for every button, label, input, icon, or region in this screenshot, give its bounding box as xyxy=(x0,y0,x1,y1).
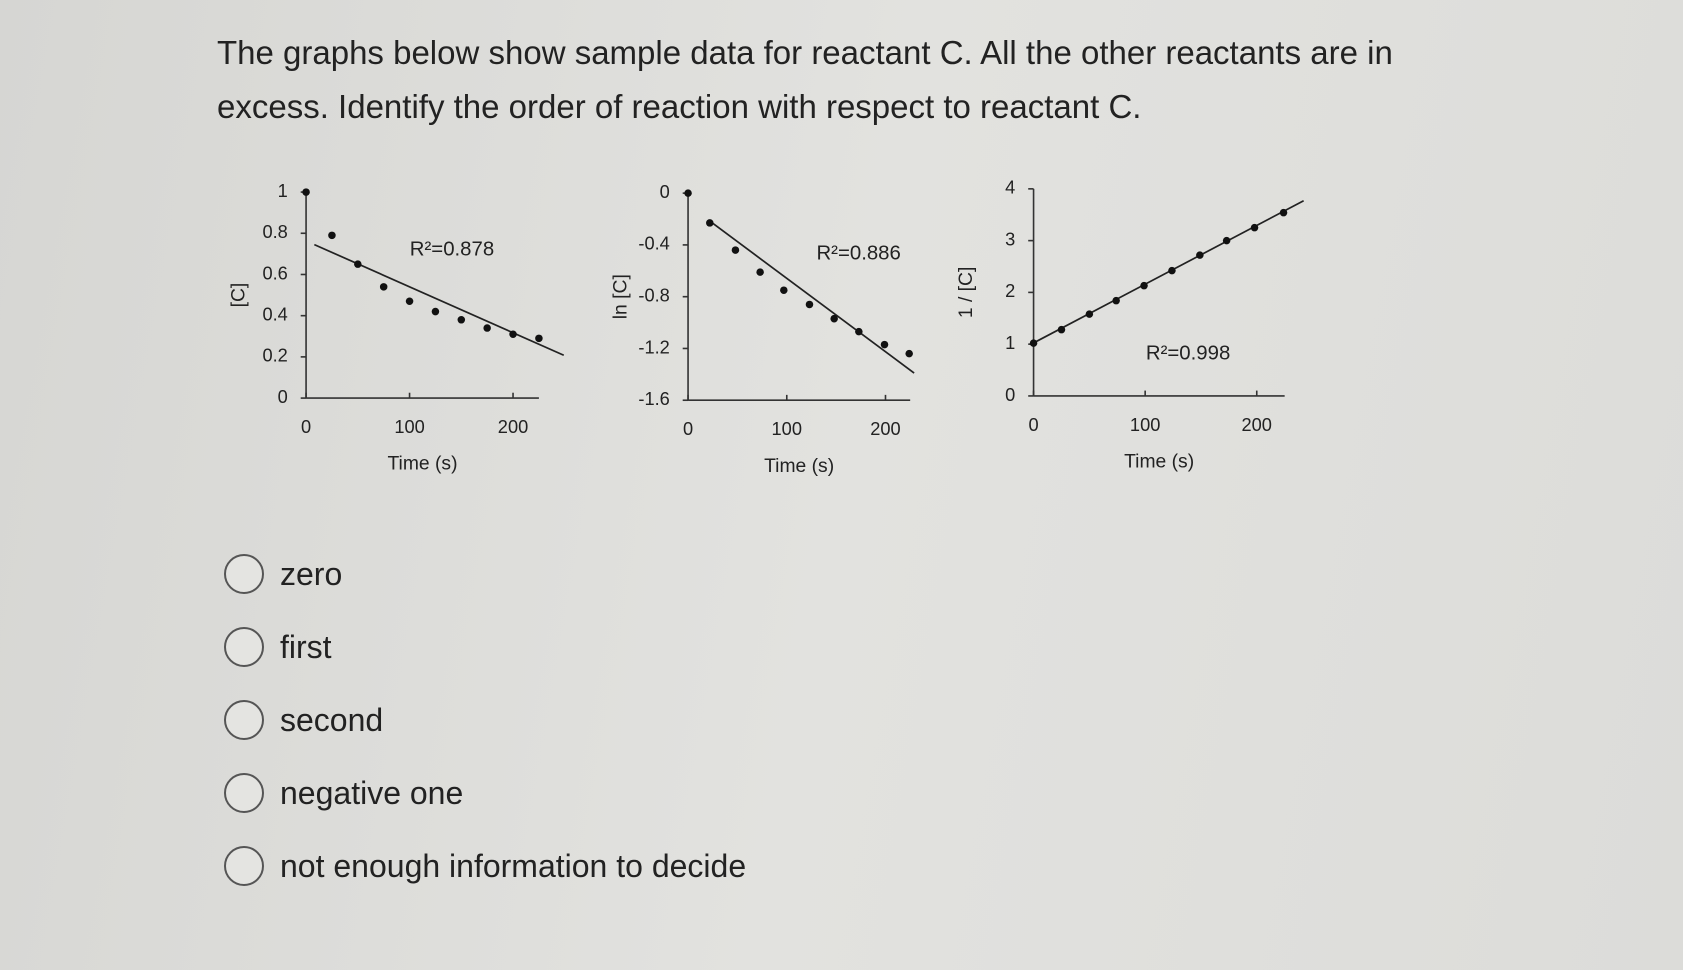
option-label: zero xyxy=(280,555,343,592)
data-point xyxy=(431,307,440,316)
y-tick-label: 4 xyxy=(1005,177,1015,198)
r-squared: R²=0.998 xyxy=(1146,342,1230,364)
data-point xyxy=(684,189,692,197)
data-point xyxy=(483,324,491,332)
x-tick-label: 100 xyxy=(772,418,802,439)
radio-button[interactable] xyxy=(224,554,264,594)
x-axis-label: Time (s) xyxy=(387,454,457,475)
option-label: not enough information to decide xyxy=(280,847,747,884)
option[interactable]: first xyxy=(224,624,332,670)
y-tick-label: 0.4 xyxy=(262,303,287,324)
data-point xyxy=(354,260,362,268)
x-tick-label: 100 xyxy=(394,416,424,437)
x-tick-label: 0 xyxy=(683,418,693,439)
data-point xyxy=(706,219,714,227)
option[interactable]: negative one xyxy=(224,770,463,816)
x-tick-label: 200 xyxy=(870,418,900,439)
option[interactable]: not enough information to decide xyxy=(224,843,746,889)
y-tick-label: 0.8 xyxy=(262,221,287,242)
data-point xyxy=(731,246,740,254)
data-point xyxy=(457,316,466,324)
y-axis-label: [C] xyxy=(229,283,250,308)
x-axis-label: Time (s) xyxy=(1124,452,1194,473)
data-point xyxy=(1250,223,1259,232)
data-point xyxy=(509,330,517,338)
data-point xyxy=(1168,266,1176,275)
data-point xyxy=(830,314,838,323)
y-tick-label: -0.8 xyxy=(638,284,669,305)
data-point xyxy=(535,334,543,343)
data-point xyxy=(302,188,310,196)
trendline xyxy=(313,243,565,357)
y-tick-label: 0 xyxy=(660,181,670,202)
y-tick-label: 1 xyxy=(1005,332,1015,353)
data-point xyxy=(805,300,814,309)
data-point xyxy=(1057,325,1066,334)
radio-button[interactable] xyxy=(224,846,264,886)
data-point xyxy=(1029,339,1038,347)
radio-button[interactable] xyxy=(224,700,264,740)
option[interactable]: second xyxy=(224,697,383,743)
y-tick-label: -1.6 xyxy=(638,388,669,409)
x-tick-label: 200 xyxy=(1242,414,1272,435)
data-point xyxy=(756,268,764,276)
data-point xyxy=(905,349,913,358)
y-tick-label: 0.6 xyxy=(262,262,287,283)
data-point xyxy=(1279,208,1288,217)
y-tick-label: 0 xyxy=(1005,384,1015,405)
y-axis-label: ln [C] xyxy=(611,274,632,319)
y-tick-label: -1.2 xyxy=(638,336,669,357)
data-point xyxy=(405,297,414,306)
radio-button[interactable] xyxy=(224,627,264,667)
option[interactable]: zero xyxy=(224,551,342,597)
x-tick-label: 0 xyxy=(301,416,311,437)
data-point xyxy=(1196,251,1204,259)
trendline xyxy=(1029,199,1305,346)
y-axis-label: 1 / [C] xyxy=(956,267,977,318)
data-point xyxy=(1085,310,1094,318)
r-squared: R²=0.886 xyxy=(816,243,900,265)
option-label: negative one xyxy=(280,774,464,811)
data-point xyxy=(328,231,336,240)
data-point xyxy=(1140,281,1148,290)
data-point xyxy=(1222,236,1231,245)
y-tick-label: 0.2 xyxy=(262,345,287,366)
radio-button[interactable] xyxy=(224,773,264,813)
x-axis-label: Time (s) xyxy=(764,456,834,477)
y-tick-label: 3 xyxy=(1005,228,1015,249)
data-point xyxy=(1112,296,1120,305)
x-tick-label: 100 xyxy=(1130,414,1160,435)
data-point xyxy=(855,327,863,336)
data-point xyxy=(379,283,388,291)
y-tick-label: 0 xyxy=(278,386,288,407)
x-tick-label: 0 xyxy=(1028,414,1038,435)
option-label: first xyxy=(280,628,332,665)
trendline xyxy=(708,219,915,374)
data-point xyxy=(880,340,889,349)
r-squared: R²=0.878 xyxy=(410,238,494,260)
y-tick-label: -0.4 xyxy=(638,233,669,254)
x-tick-label: 200 xyxy=(498,416,528,437)
option-label: second xyxy=(280,701,384,738)
question: The graphs below show sample data for re… xyxy=(217,34,1393,125)
y-tick-label: 2 xyxy=(1005,280,1015,301)
y-tick-label: 1 xyxy=(278,180,288,201)
data-point xyxy=(780,286,788,294)
